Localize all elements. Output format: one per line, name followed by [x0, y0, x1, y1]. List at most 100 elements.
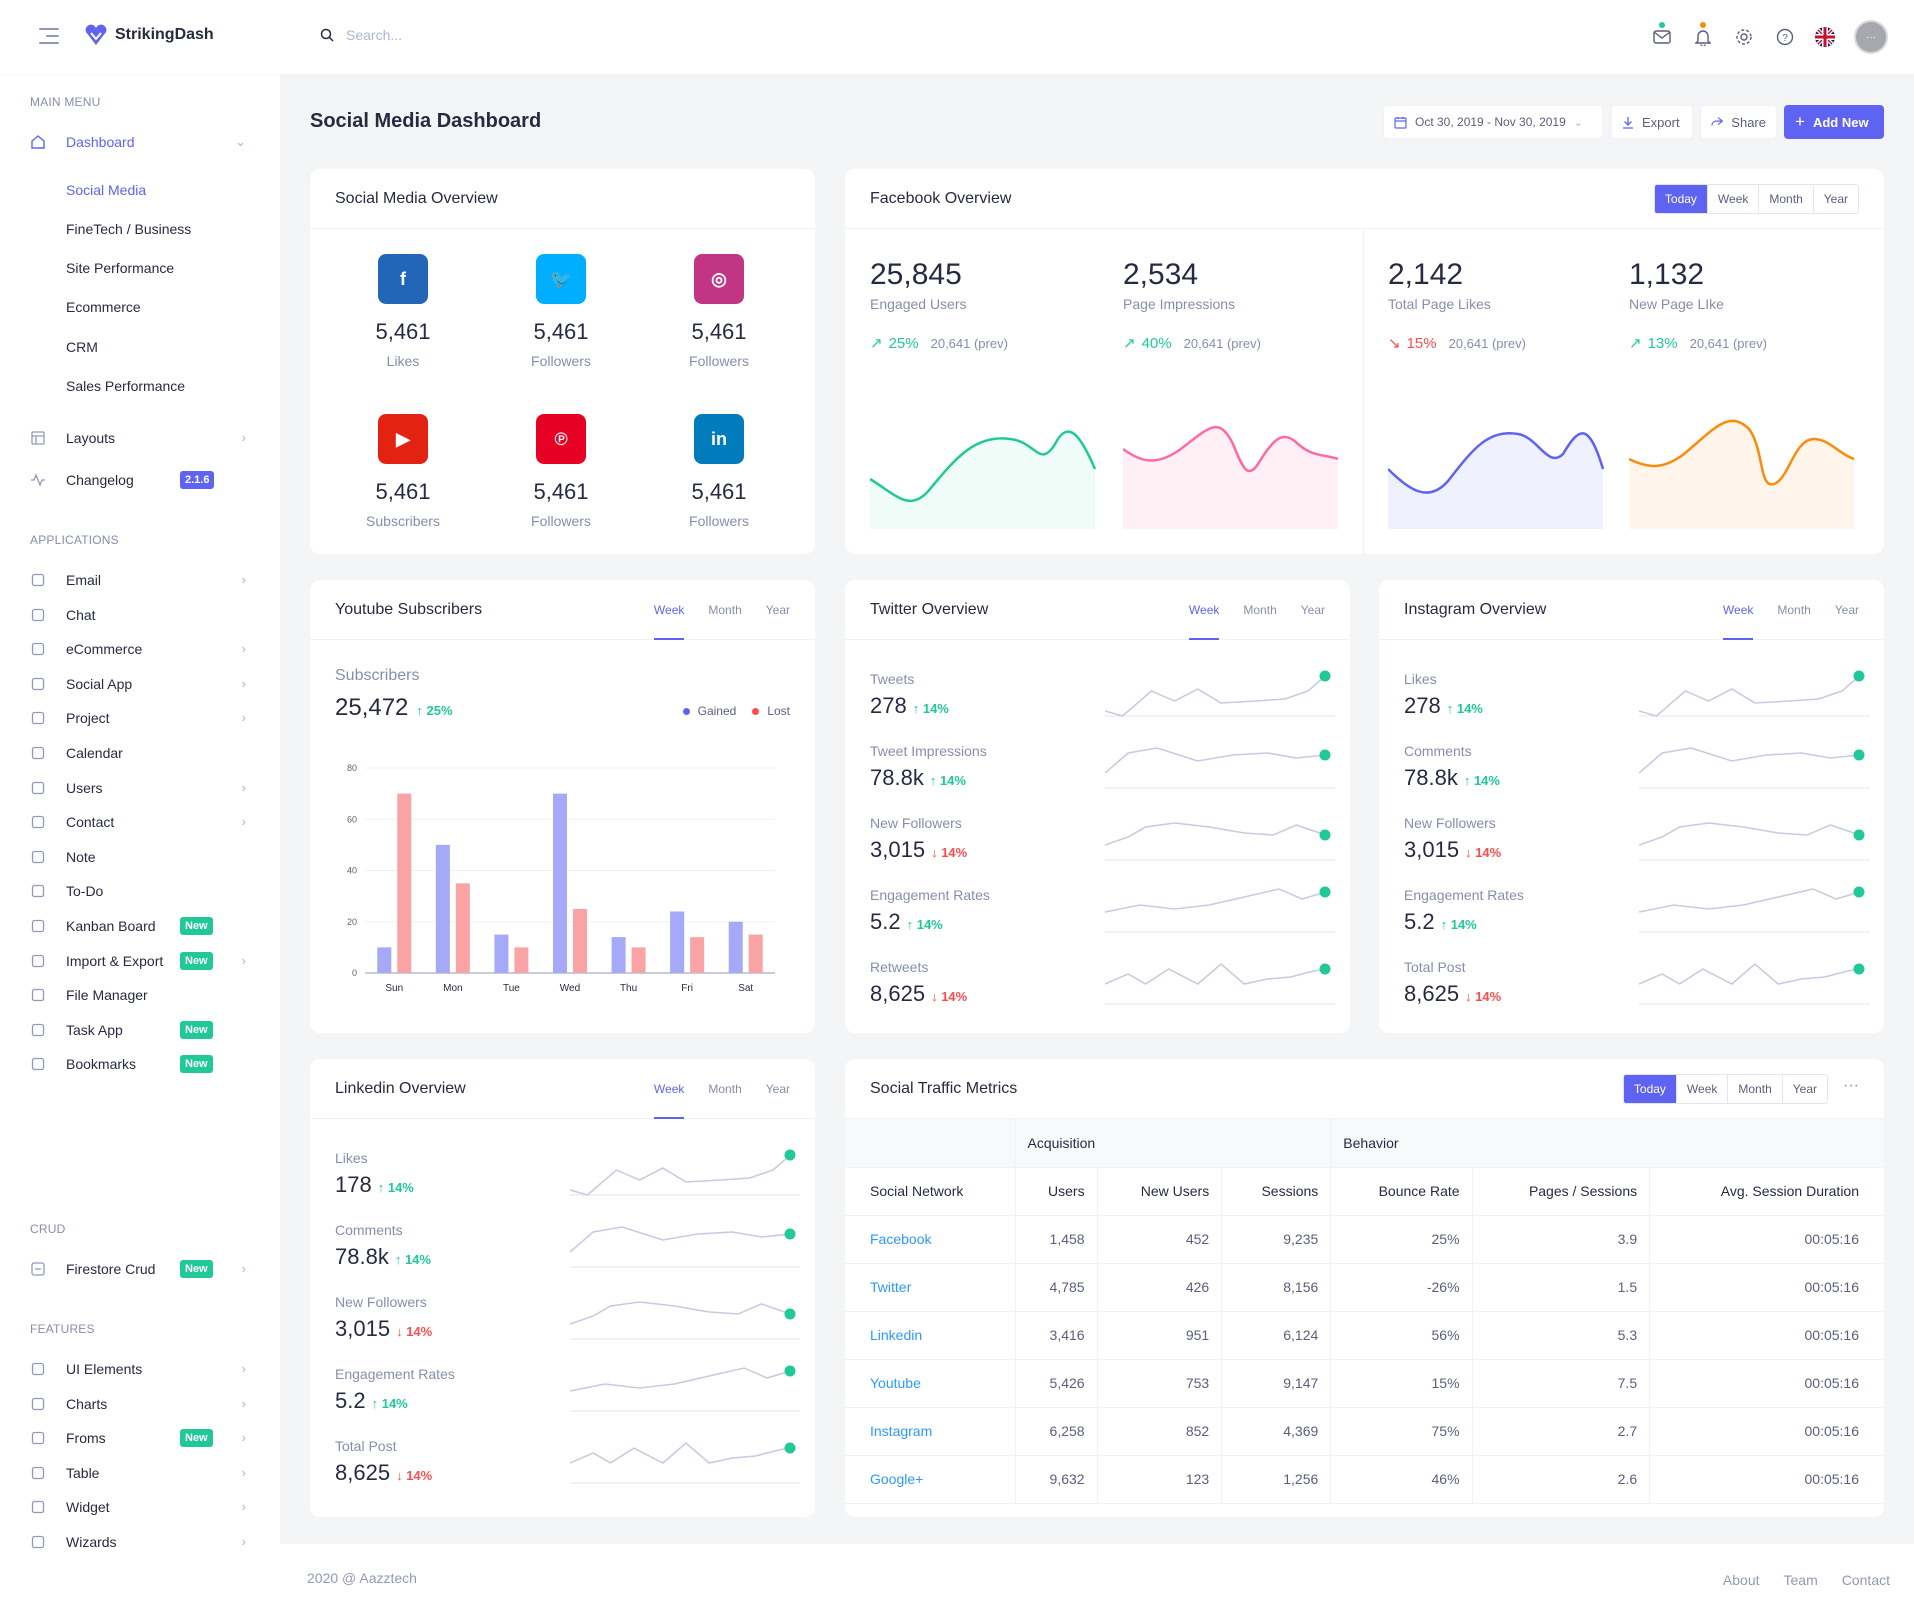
sidebar-item-social-app[interactable]: Social App › — [30, 673, 246, 695]
tab-year[interactable]: Year — [1300, 603, 1325, 617]
footer-link-about[interactable]: About — [1722, 1572, 1760, 1588]
social-network-icon[interactable]: ℗ — [536, 414, 586, 464]
sidebar-item-ecommerce[interactable]: eCommerce › — [30, 638, 246, 660]
sidebar-item-dashboard[interactable]: Dashboard ⌄ — [30, 131, 246, 153]
column-social-network[interactable]: Social Network — [845, 1167, 1016, 1216]
card-title-text: Instagram Overview — [1404, 600, 1547, 618]
brand-logo[interactable]: StrikingDash — [84, 24, 214, 46]
bell-icon[interactable] — [1692, 22, 1714, 48]
sidebar-item-charts[interactable]: Charts › — [30, 1393, 246, 1415]
sidebar-item-import-export[interactable]: Import & Export New › — [30, 950, 246, 972]
tab-year[interactable]: Year — [1812, 185, 1858, 213]
tab-week[interactable]: Week — [630, 1059, 685, 1119]
footer-link-contact[interactable]: Contact — [1841, 1572, 1890, 1588]
metric-label: Likes — [1404, 671, 1437, 687]
tab-month[interactable]: Month — [1758, 185, 1812, 213]
sidebar-item-task-app[interactable]: Task App New — [30, 1019, 246, 1041]
tab-year[interactable]: Year — [765, 1082, 790, 1096]
footer-link-team[interactable]: Team — [1783, 1572, 1818, 1588]
sidebar-sub-social-media[interactable]: Social Media — [66, 182, 147, 198]
column-new-users[interactable]: New Users — [1097, 1167, 1223, 1216]
chevron-right-icon: › — [241, 1430, 246, 1446]
sidebar-item-file-manager[interactable]: File Manager — [30, 984, 246, 1006]
sidebar-sub-site-performance[interactable]: Site Performance — [66, 260, 175, 276]
tab-today[interactable]: Today — [1654, 185, 1707, 213]
tab-month[interactable]: Month — [708, 1082, 742, 1096]
sidebar-item-changelog[interactable]: Changelog 2.1.6 — [30, 469, 246, 491]
sparkline-chart — [570, 1226, 800, 1268]
date-range-picker[interactable]: Oct 30, 2019 - Nov 30, 2019 ⌄ — [1383, 105, 1603, 139]
network-link[interactable]: Instagram — [845, 1407, 1016, 1456]
tab-year[interactable]: Year — [765, 603, 790, 617]
column-avg-session-duration[interactable]: Avg. Session Duration — [1649, 1167, 1884, 1216]
network-link[interactable]: Youtube — [845, 1359, 1016, 1408]
uk-flag-icon[interactable] — [1815, 27, 1835, 47]
sidebar-item-project[interactable]: Project › — [30, 707, 246, 729]
sidebar-item-widget[interactable]: Widget › — [30, 1496, 246, 1518]
sidebar-item-users[interactable]: Users › — [30, 777, 246, 799]
sidebar-item-chat[interactable]: Chat — [30, 604, 246, 626]
share-button[interactable]: Share — [1700, 105, 1777, 139]
sidebar-item-to-do[interactable]: To-Do — [30, 880, 246, 902]
menu-toggle-icon[interactable] — [39, 28, 59, 44]
more-options-icon[interactable]: ··· — [1843, 1077, 1859, 1094]
column-sessions[interactable]: Sessions — [1221, 1167, 1332, 1216]
tab-year[interactable]: Year — [1781, 1075, 1827, 1103]
tab-month[interactable]: Month — [1777, 603, 1811, 617]
tab-month[interactable]: Month — [1243, 603, 1277, 617]
social-stat-label: Subscribers — [366, 513, 440, 529]
tab-month[interactable]: Month — [708, 603, 742, 617]
add-new-button[interactable]: + Add New — [1784, 105, 1884, 139]
tab-week[interactable]: Week — [630, 580, 685, 640]
sidebar-item-email[interactable]: Email › — [30, 569, 246, 591]
social-network-icon[interactable]: f — [378, 254, 428, 304]
sidebar-item-ui-elements[interactable]: UI Elements › — [30, 1358, 246, 1380]
sidebar-item-bookmarks[interactable]: Bookmarks New — [30, 1053, 246, 1075]
social-network-icon[interactable]: ◎ — [694, 254, 744, 304]
sidebar-item-table[interactable]: Table › — [30, 1462, 246, 1484]
social-network-icon[interactable]: ▶ — [378, 414, 428, 464]
gear-icon[interactable] — [1733, 26, 1755, 48]
search-bar[interactable]: Search... — [320, 27, 402, 43]
sidebar-item-contact[interactable]: Contact › — [30, 811, 246, 833]
help-icon[interactable]: ? — [1774, 26, 1796, 48]
metric-change-pct: 15% — [1406, 334, 1437, 352]
trend-up-icon: ↗ — [1123, 335, 1136, 352]
avatar[interactable]: ··· — [1854, 20, 1888, 54]
sidebar-sub-crm[interactable]: CRM — [66, 339, 98, 355]
sidebar-sub-finetech[interactable]: FineTech / Business — [66, 221, 192, 237]
mail-icon[interactable] — [1651, 22, 1673, 48]
tab-week[interactable]: Week — [1165, 580, 1220, 640]
arrow-up-icon: ↑ — [912, 701, 923, 716]
sidebar-item-kanban-board[interactable]: Kanban Board New — [30, 915, 246, 937]
sidebar-item-calendar[interactable]: Calendar — [30, 742, 246, 764]
sidebar-item-layouts[interactable]: Layouts › — [30, 427, 246, 449]
search-input[interactable]: Search... — [346, 27, 403, 43]
tab-week[interactable]: Week — [1675, 1075, 1727, 1103]
sidebar-item-froms[interactable]: Froms New › — [30, 1427, 246, 1449]
social-network-icon[interactable]: 🐦 — [536, 254, 586, 304]
social-network-icon[interactable]: in — [694, 414, 744, 464]
tab-year[interactable]: Year — [1834, 603, 1859, 617]
period-tabs: Today Week Month Year — [1653, 184, 1859, 214]
column-bounce-rate[interactable]: Bounce Rate — [1330, 1167, 1473, 1216]
sidebar-item-label: To-Do — [66, 883, 104, 900]
network-link[interactable]: Facebook — [845, 1215, 1016, 1264]
sidebar-sub-ecommerce[interactable]: Ecommerce — [66, 299, 141, 315]
sidebar-item-wizards[interactable]: Wizards › — [30, 1531, 246, 1553]
column-pages-sessions[interactable]: Pages / Sessions — [1472, 1167, 1651, 1216]
x-tick-label: Thu — [620, 983, 637, 994]
tab-month[interactable]: Month — [1727, 1075, 1781, 1103]
sidebar-item-firestore-crud[interactable]: Firestore Crud New › — [30, 1258, 246, 1280]
sidebar-sub-sales-performance[interactable]: Sales Performance — [66, 378, 186, 394]
sidebar-item-note[interactable]: Note — [30, 846, 246, 868]
tab-today[interactable]: Today — [1623, 1075, 1676, 1103]
tab-week[interactable]: Week — [1706, 185, 1758, 213]
network-link[interactable]: Google+ — [845, 1455, 1016, 1504]
network-link[interactable]: Twitter — [845, 1263, 1016, 1312]
tab-week[interactable]: Week — [1699, 580, 1754, 640]
column-users[interactable]: Users — [1015, 1167, 1098, 1216]
network-link[interactable]: Linkedin — [845, 1311, 1016, 1360]
export-button[interactable]: Export — [1611, 105, 1693, 139]
metric-change-pct: 14% — [939, 773, 966, 788]
